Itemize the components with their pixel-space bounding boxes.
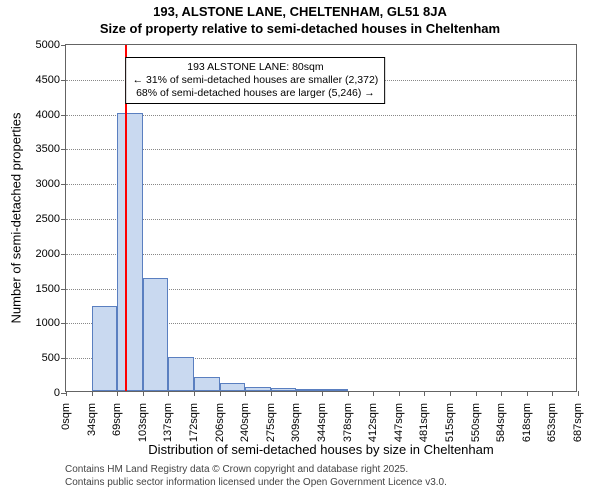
histogram-bar [271, 388, 297, 391]
y-tick-label: 500 [42, 352, 60, 364]
attribution-line-1: Contains HM Land Registry data © Crown c… [65, 464, 447, 477]
data-attribution: Contains HM Land Registry data © Crown c… [65, 464, 447, 489]
y-tick-label: 3000 [36, 178, 60, 190]
x-tick-label: 618sqm [521, 403, 533, 442]
y-tick-mark [61, 115, 66, 116]
histogram-bar [117, 113, 143, 391]
x-tick-label: 0sqm [60, 403, 72, 430]
x-tick-mark [399, 391, 400, 396]
x-tick-label: 137sqm [162, 403, 174, 442]
y-tick-label: 3500 [36, 143, 60, 155]
x-axis-label: Distribution of semi-detached houses by … [148, 442, 493, 457]
x-tick-mark [92, 391, 93, 396]
y-tick-label: 4000 [36, 109, 60, 121]
chart-plot-area: 0500100015002000250030003500400045005000… [65, 44, 577, 392]
x-tick-mark [194, 391, 195, 396]
annotation-line-1: 193 ALSTONE LANE: 80sqm [133, 61, 379, 74]
x-tick-mark [271, 391, 272, 396]
y-tick-mark [61, 254, 66, 255]
x-tick-label: 344sqm [316, 403, 328, 442]
y-axis-label: Number of semi-detached properties [9, 113, 24, 324]
histogram-bar [296, 389, 322, 391]
y-tick-mark [61, 219, 66, 220]
x-tick-label: 103sqm [137, 403, 149, 442]
histogram-bar [92, 306, 118, 391]
x-tick-label: 69sqm [111, 403, 123, 436]
x-tick-label: 481sqm [418, 403, 430, 442]
y-tick-label: 4500 [36, 74, 60, 86]
annotation-line-3: 68% of semi-detached houses are larger (… [133, 87, 379, 100]
x-tick-label: 584sqm [495, 403, 507, 442]
x-tick-label: 206sqm [214, 403, 226, 442]
histogram-bar [194, 377, 220, 391]
x-tick-label: 34sqm [86, 403, 98, 436]
x-tick-label: 687sqm [572, 403, 584, 442]
x-tick-mark [578, 391, 579, 396]
x-tick-label: 275sqm [265, 403, 277, 442]
histogram-bar [245, 387, 271, 391]
x-tick-label: 653sqm [546, 403, 558, 442]
annotation-box: 193 ALSTONE LANE: 80sqm← 31% of semi-det… [126, 57, 386, 104]
x-tick-mark [348, 391, 349, 396]
y-tick-mark [61, 149, 66, 150]
x-tick-mark [501, 391, 502, 396]
y-tick-mark [61, 184, 66, 185]
x-tick-label: 240sqm [239, 403, 251, 442]
x-tick-mark [296, 391, 297, 396]
x-tick-label: 412sqm [367, 403, 379, 442]
chart-title-subtitle: Size of property relative to semi-detach… [0, 21, 600, 38]
x-tick-mark [552, 391, 553, 396]
x-tick-mark [527, 391, 528, 396]
y-tick-mark [61, 323, 66, 324]
x-tick-label: 172sqm [188, 403, 200, 442]
histogram-bar [220, 383, 246, 391]
y-tick-mark [61, 80, 66, 81]
y-tick-label: 1000 [36, 317, 60, 329]
y-tick-mark [61, 358, 66, 359]
attribution-line-2: Contains public sector information licen… [65, 477, 447, 490]
x-tick-mark [424, 391, 425, 396]
histogram-bar [322, 389, 348, 391]
y-tick-label: 2000 [36, 248, 60, 260]
x-tick-mark [117, 391, 118, 396]
x-tick-mark [245, 391, 246, 396]
x-tick-mark [476, 391, 477, 396]
y-tick-label: 5000 [36, 39, 60, 51]
y-tick-label: 0 [54, 387, 60, 399]
x-tick-mark [168, 391, 169, 396]
x-tick-label: 309sqm [290, 403, 302, 442]
x-tick-label: 447sqm [393, 403, 405, 442]
x-tick-mark [322, 391, 323, 396]
x-tick-mark [143, 391, 144, 396]
x-tick-label: 378sqm [342, 403, 354, 442]
x-tick-mark [220, 391, 221, 396]
x-tick-mark [373, 391, 374, 396]
annotation-line-2: ← 31% of semi-detached houses are smalle… [133, 74, 379, 87]
x-tick-label: 515sqm [444, 403, 456, 442]
y-tick-mark [61, 289, 66, 290]
histogram-bar [168, 357, 194, 391]
x-tick-mark [66, 391, 67, 396]
histogram-bar [143, 278, 169, 391]
y-tick-label: 1500 [36, 283, 60, 295]
y-tick-label: 2500 [36, 213, 60, 225]
x-tick-label: 550sqm [470, 403, 482, 442]
chart-title-address: 193, ALSTONE LANE, CHELTENHAM, GL51 8JA [0, 0, 600, 21]
y-tick-mark [61, 45, 66, 46]
x-tick-mark [450, 391, 451, 396]
